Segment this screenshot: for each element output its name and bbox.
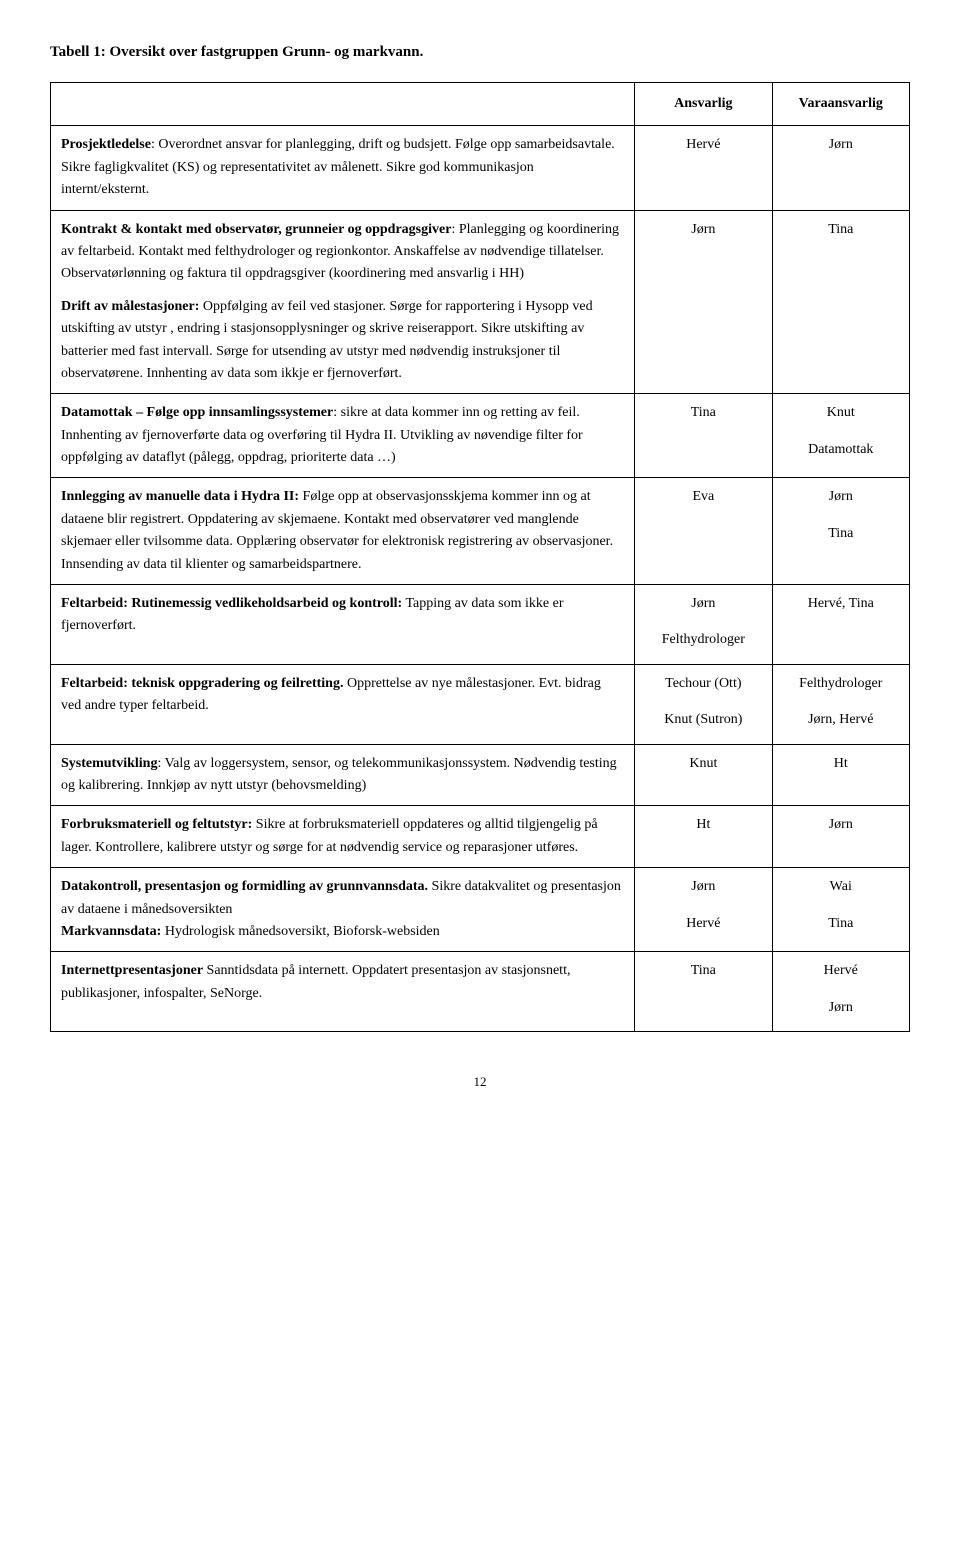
overview-table: Ansvarlig Varaansvarlig Prosjektledelse:… (50, 82, 910, 1032)
desc-bold: Drift av målestasjoner: (61, 299, 199, 314)
page-number: 12 (50, 1072, 910, 1093)
varaansvarlig-value: Tina (783, 913, 899, 935)
ansvarlig-cell: Jørn Hervé (635, 868, 772, 952)
varaansvarlig-value: Tina (783, 219, 899, 241)
varaansvarlig-value: Datamottak (783, 439, 899, 461)
desc-bold: Datamottak – Følge opp innsamlingssystem… (61, 405, 333, 420)
varaansvarlig-cell: Jørn (772, 126, 909, 210)
ansvarlig-value: Hervé (645, 913, 761, 935)
table-row: Innlegging av manuelle data i Hydra II: … (51, 478, 910, 585)
description-cell: Prosjektledelse: Overordnet ansvar for p… (51, 126, 635, 210)
desc-bold: Systemutvikling (61, 756, 157, 771)
varaansvarlig-cell: Tina (772, 210, 909, 394)
table-row: Systemutvikling: Valg av loggersystem, s… (51, 744, 910, 806)
varaansvarlig-value: Wai (783, 876, 899, 898)
description-cell: Feltarbeid: Rutinemessig vedlikeholdsarb… (51, 585, 635, 665)
ansvarlig-cell: Techour (Ott) Knut (Sutron) (635, 664, 772, 744)
header-empty (51, 83, 635, 126)
varaansvarlig-value: Tina (783, 523, 899, 545)
varaansvarlig-value: Jørn (783, 997, 899, 1019)
varaansvarlig-cell: Ht (772, 744, 909, 806)
varaansvarlig-cell: Hervé, Tina (772, 585, 909, 665)
ansvarlig-value: Knut (Sutron) (645, 709, 761, 731)
table-row: Datamottak – Følge opp innsamlingssystem… (51, 394, 910, 478)
description-cell: Kontrakt & kontakt med observatør, grunn… (51, 210, 635, 394)
desc-bold: Datakontroll, presentasjon og formidling… (61, 879, 428, 894)
table-row: Forbruksmateriell og feltutstyr: Sikre a… (51, 806, 910, 868)
varaansvarlig-value: Jørn (783, 814, 899, 836)
varaansvarlig-value: Jørn (783, 486, 899, 508)
varaansvarlig-value: Knut (783, 402, 899, 424)
ansvarlig-value: Felthydrologer (645, 629, 761, 651)
ansvarlig-cell: Jørn Felthydrologer (635, 585, 772, 665)
description-cell: Forbruksmateriell og feltutstyr: Sikre a… (51, 806, 635, 868)
varaansvarlig-cell: Hervé Jørn (772, 952, 909, 1032)
varaansvarlig-value: Jørn, Hervé (783, 709, 899, 731)
header-ansvarlig: Ansvarlig (635, 83, 772, 126)
varaansvarlig-cell: Knut Datamottak (772, 394, 909, 478)
varaansvarlig-cell: Jørn (772, 806, 909, 868)
ansvarlig-cell: Eva (635, 478, 772, 585)
ansvarlig-cell: Tina (635, 952, 772, 1032)
ansvarlig-value: Eva (645, 486, 761, 508)
desc-bold: Markvannsdata: (61, 924, 161, 939)
desc-text: Hydrologisk månedsoversikt, Bioforsk-web… (161, 924, 439, 939)
varaansvarlig-cell: Jørn Tina (772, 478, 909, 585)
header-varaansvarlig: Varaansvarlig (772, 83, 909, 126)
ansvarlig-cell: Knut (635, 744, 772, 806)
table-header-row: Ansvarlig Varaansvarlig (51, 83, 910, 126)
table-row: Feltarbeid: teknisk oppgradering og feil… (51, 664, 910, 744)
ansvarlig-cell: Ht (635, 806, 772, 868)
description-cell: Feltarbeid: teknisk oppgradering og feil… (51, 664, 635, 744)
ansvarlig-value: Jørn (645, 219, 761, 241)
varaansvarlig-cell: Wai Tina (772, 868, 909, 952)
description-cell: Internettpresentasjoner Sanntidsdata på … (51, 952, 635, 1032)
description-cell: Datakontroll, presentasjon og formidling… (51, 868, 635, 952)
table-row: Feltarbeid: Rutinemessig vedlikeholdsarb… (51, 585, 910, 665)
varaansvarlig-value: Ht (783, 753, 899, 775)
ansvarlig-value: Knut (645, 753, 761, 775)
ansvarlig-cell: Tina (635, 394, 772, 478)
description-cell: Datamottak – Følge opp innsamlingssystem… (51, 394, 635, 478)
ansvarlig-value: Techour (Ott) (645, 673, 761, 695)
desc-bold: Innlegging av manuelle data i Hydra II: (61, 489, 299, 504)
table-row: Prosjektledelse: Overordnet ansvar for p… (51, 126, 910, 210)
ansvarlig-cell: Hervé (635, 126, 772, 210)
varaansvarlig-value: Felthydrologer (783, 673, 899, 695)
ansvarlig-value: Jørn (645, 876, 761, 898)
ansvarlig-value: Tina (645, 402, 761, 424)
desc-bold: Forbruksmateriell og feltutstyr: (61, 817, 252, 832)
ansvarlig-cell: Jørn (635, 210, 772, 394)
table-row: Kontrakt & kontakt med observatør, grunn… (51, 210, 910, 394)
varaansvarlig-value: Hervé (783, 960, 899, 982)
desc-bold: Feltarbeid: Rutinemessig vedlikeholdsarb… (61, 596, 402, 611)
ansvarlig-value: Hervé (645, 134, 761, 156)
description-cell: Innlegging av manuelle data i Hydra II: … (51, 478, 635, 585)
varaansvarlig-cell: Felthydrologer Jørn, Hervé (772, 664, 909, 744)
desc-bold: Feltarbeid: teknisk oppgradering og feil… (61, 676, 343, 691)
ansvarlig-value: Jørn (645, 593, 761, 615)
ansvarlig-value: Ht (645, 814, 761, 836)
desc-bold: Internettpresentasjoner (61, 963, 203, 978)
varaansvarlig-value: Hervé, Tina (783, 593, 899, 615)
table-title: Tabell 1: Oversikt over fastgruppen Grun… (50, 40, 910, 64)
table-row: Datakontroll, presentasjon og formidling… (51, 868, 910, 952)
ansvarlig-value: Tina (645, 960, 761, 982)
desc-bold: Kontrakt & kontakt med observatør, grunn… (61, 222, 451, 237)
desc-bold: Prosjektledelse (61, 137, 151, 152)
table-row: Internettpresentasjoner Sanntidsdata på … (51, 952, 910, 1032)
description-cell: Systemutvikling: Valg av loggersystem, s… (51, 744, 635, 806)
varaansvarlig-value: Jørn (783, 134, 899, 156)
